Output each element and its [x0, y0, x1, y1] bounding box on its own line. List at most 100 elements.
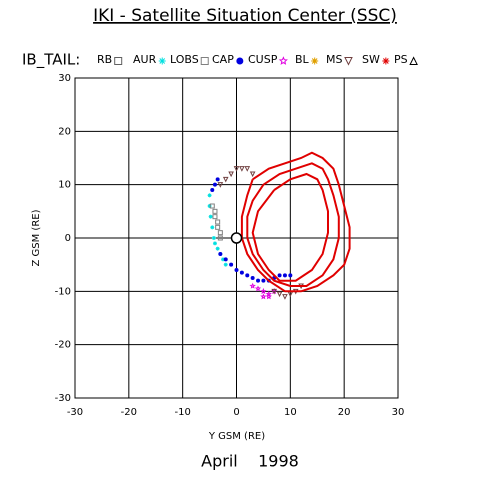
data-point: [217, 230, 223, 236]
data-point: [260, 293, 267, 300]
symbol: [234, 268, 239, 272]
symbol: [282, 294, 288, 300]
legend-symbol: [200, 57, 209, 65]
data-point: [210, 188, 215, 192]
x-tick-label: -10: [174, 407, 190, 418]
y-tick-label: 0: [65, 233, 71, 244]
symbol: [239, 270, 244, 275]
data-point: [209, 203, 215, 209]
data-point: [249, 282, 256, 289]
symbol: [239, 166, 245, 172]
legend-label: LOBS: [170, 53, 199, 66]
symbol: [207, 193, 212, 198]
y-tick-label: 20: [58, 126, 71, 137]
symbol: [217, 182, 224, 188]
chart-title: IKI - Satellite Situation Center (SSC): [93, 6, 397, 26]
caption: April 1998: [201, 452, 299, 471]
symbol: [276, 291, 283, 298]
symbol: [212, 214, 218, 220]
data-point: [223, 262, 228, 267]
legend-label: PS: [394, 53, 408, 66]
legend-symbol: [278, 56, 288, 65]
symbol: [265, 293, 272, 300]
data-point: [217, 235, 223, 241]
data-point: [212, 241, 217, 246]
legend-label: BL: [295, 53, 310, 66]
symbol: [159, 58, 166, 64]
data-point: [249, 171, 256, 178]
y-tick-label: -30: [55, 393, 71, 404]
data-point: [210, 225, 215, 230]
symbol: [217, 230, 223, 236]
symbol: [249, 282, 256, 289]
symbol: [260, 287, 267, 295]
symbol: [212, 182, 217, 187]
symbol: [383, 58, 389, 64]
legend-title: IB_TAIL:: [22, 51, 80, 70]
data-point: [260, 287, 267, 295]
data-point: [212, 208, 218, 214]
data-point: [208, 214, 213, 219]
symbol: [215, 246, 220, 251]
data-point: [212, 214, 218, 220]
symbol: [250, 276, 255, 280]
orbit-line: [251, 172, 329, 282]
legend-symbol: [114, 57, 123, 65]
symbol: [245, 273, 250, 278]
symbol: [218, 252, 223, 256]
symbol: [215, 177, 220, 182]
y-tick-label: -10: [55, 286, 71, 297]
symbol: [229, 262, 234, 267]
symbol: [209, 203, 215, 209]
symbol: [271, 288, 277, 295]
symbol: [256, 278, 261, 283]
symbol: [312, 59, 317, 63]
legend-label: AUR: [133, 53, 157, 66]
data-point: [277, 273, 282, 278]
data-point: [282, 294, 288, 300]
data-point: [215, 246, 220, 251]
legend-label: SW: [362, 53, 380, 66]
data-point: [218, 252, 223, 256]
data-point: [250, 276, 255, 280]
data-point: [239, 270, 244, 275]
symbol: [254, 285, 262, 292]
data-point: [215, 224, 221, 230]
data-point: [207, 193, 212, 198]
data-point: [228, 171, 234, 178]
y-axis-label: Z GSM (RE): [31, 209, 42, 266]
data-point: [271, 288, 277, 295]
x-tick-label: 20: [338, 407, 351, 418]
legend-symbol: [409, 56, 418, 65]
data-point: [215, 177, 220, 182]
y-tick-label: 30: [58, 73, 71, 84]
data-point: [245, 273, 250, 278]
data-point: [282, 273, 287, 278]
symbol: [278, 56, 288, 65]
data-point: [212, 182, 217, 187]
data-point: [254, 285, 262, 292]
y-tick-label: -20: [55, 340, 71, 351]
legend-symbol: [158, 57, 166, 65]
symbol: [210, 225, 215, 230]
symbol: [409, 56, 418, 65]
symbol: [261, 278, 266, 283]
symbol: [249, 171, 256, 178]
data-point: [229, 262, 234, 267]
legend-label: MS: [326, 53, 342, 66]
symbol: [277, 273, 282, 278]
plot-frame: [74, 77, 399, 399]
symbol: [288, 273, 293, 278]
orbit-line: [240, 151, 351, 293]
symbol: [222, 176, 229, 183]
legend-symbol: [382, 57, 390, 65]
data-point: [256, 278, 261, 283]
symbol: [210, 188, 215, 192]
data-point: [233, 166, 240, 172]
symbol: [344, 57, 353, 66]
symbol: [223, 262, 228, 267]
symbol: [215, 224, 221, 230]
orbit-line: [246, 162, 340, 287]
legend-symbol: [344, 57, 353, 66]
